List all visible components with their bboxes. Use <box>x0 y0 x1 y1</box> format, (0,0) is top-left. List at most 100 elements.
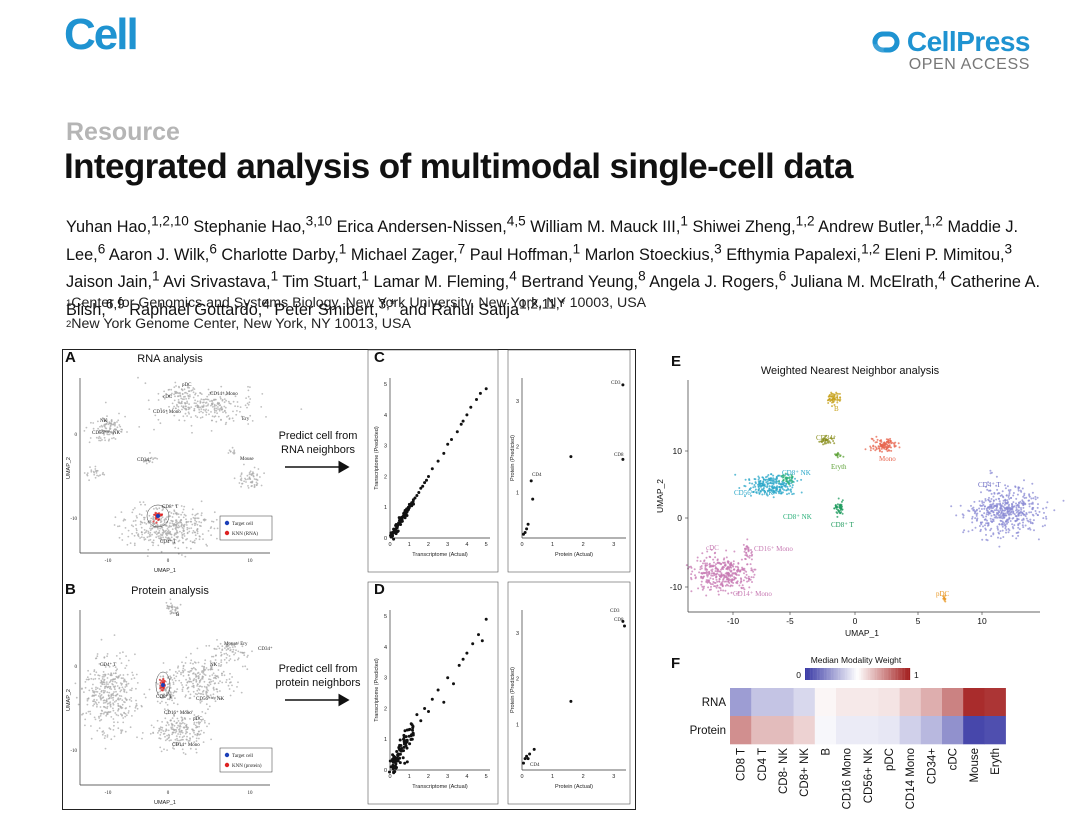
cell-point <box>144 538 147 540</box>
author-name[interactable]: Marlon Stoeckius, <box>584 245 715 264</box>
cell-point <box>171 726 174 728</box>
cell-point <box>176 672 179 674</box>
author-name[interactable]: Charlotte Darby, <box>221 245 339 264</box>
cell-point <box>130 524 133 527</box>
cell-point <box>714 570 717 573</box>
cell-point <box>217 645 219 648</box>
cell-point <box>829 441 832 444</box>
arrow-caption: RNA neighbors <box>281 444 355 456</box>
author-affiliation-sup[interactable]: 3,* <box>378 296 396 312</box>
author-affiliation-sup[interactable]: 1,2 <box>924 214 943 229</box>
cell-point <box>788 479 791 482</box>
author-name[interactable]: Tim Stuart, <box>282 273 362 292</box>
author-name[interactable]: Bertrand Yeung, <box>521 273 639 292</box>
author-affiliation-sup[interactable]: 1,2,10 <box>151 214 189 229</box>
cell-point <box>90 725 92 727</box>
author-name[interactable]: Shiwei Zheng, <box>692 218 796 237</box>
author-name[interactable]: Maddie J. Lee, <box>66 218 1019 264</box>
cell-point <box>175 533 178 535</box>
cell-point <box>176 739 179 742</box>
author-name[interactable]: Raphael Gottardo, <box>129 300 263 319</box>
cell-point <box>195 748 197 751</box>
cell-point <box>133 542 136 545</box>
cell-point <box>192 729 195 732</box>
author-affiliation-sup[interactable]: 1 <box>680 214 688 229</box>
cell-point <box>217 408 220 410</box>
author-affiliation-sup[interactable]: 6,9 <box>105 296 125 312</box>
cell-point <box>163 748 165 751</box>
scatter-point <box>526 522 530 526</box>
author-name[interactable]: Avi Srivastava, <box>163 273 271 292</box>
cell-point <box>710 548 713 551</box>
cell-journal-logo[interactable]: Cell <box>64 10 139 59</box>
author-name[interactable]: Catherine A. Blish, <box>66 273 1040 319</box>
x-axis-label: Protein (Actual) <box>555 784 593 790</box>
cell-point <box>109 703 112 706</box>
author-name[interactable]: Michael Zager, <box>350 245 458 264</box>
cell-point <box>90 470 93 473</box>
author-name[interactable]: Angela J. Rogers, <box>649 273 779 292</box>
cell-point <box>759 490 762 492</box>
author-affiliation-sup[interactable]: 1,2 <box>861 241 880 257</box>
author-affiliation-sup[interactable]: 1 <box>361 268 369 284</box>
cell-cluster <box>155 662 179 711</box>
author-affiliation-sup[interactable]: 4 <box>262 296 270 312</box>
cell-point <box>148 460 151 463</box>
author-affiliation-sup[interactable]: 6 <box>209 241 217 257</box>
author-name[interactable]: Eleni P. Mimitou, <box>884 245 1005 264</box>
author-affiliation-sup[interactable]: 1,2,11,* <box>519 296 565 312</box>
author-affiliation-sup[interactable]: 4 <box>938 268 946 284</box>
cell-point <box>158 737 161 740</box>
cell-point <box>782 474 785 477</box>
author-name[interactable]: Paul Hoffman, <box>469 245 573 264</box>
cell-point <box>773 491 776 493</box>
author-affiliation-sup[interactable]: 1,2 <box>795 214 815 229</box>
author-name[interactable]: Jaison Jain, <box>66 273 152 292</box>
author-affiliation-sup[interactable]: 1 <box>338 241 347 257</box>
cell-point <box>696 556 699 559</box>
author-affiliation-sup[interactable]: 1 <box>572 241 581 257</box>
author-affiliation-sup[interactable]: 8 <box>638 268 646 284</box>
cell-point <box>121 703 124 706</box>
author-name[interactable]: Stephanie Hao, <box>193 218 306 237</box>
cell-point <box>99 706 102 708</box>
cell-point <box>104 439 106 442</box>
author-name[interactable]: Aaron J. Wilk, <box>108 245 210 264</box>
cell-point <box>837 392 839 395</box>
cell-point <box>176 737 178 740</box>
cell-point <box>1026 519 1029 522</box>
author-affiliation-sup[interactable]: 3 <box>1004 241 1013 257</box>
cell-point <box>157 732 159 734</box>
author-name[interactable]: and Rahul Satija <box>399 300 520 319</box>
author-name[interactable]: Lamar M. Fleming, <box>373 273 510 292</box>
cellpress-logo[interactable]: CellPress OPEN ACCESS <box>869 26 1031 74</box>
author-name[interactable]: Erica Andersen-Nissen, <box>336 218 507 237</box>
author-name[interactable]: Yuhan Hao, <box>66 218 152 237</box>
cell-point <box>761 476 764 479</box>
author-affiliation-sup[interactable]: 7 <box>457 241 466 257</box>
cell-point <box>833 399 836 402</box>
cell-point <box>706 564 709 567</box>
author-affiliation-sup[interactable]: 3 <box>714 241 722 257</box>
cell-point <box>234 652 237 654</box>
colorbar-step <box>854 668 856 680</box>
cell-point <box>149 732 152 735</box>
author-affiliation-sup[interactable]: 4 <box>509 268 517 284</box>
author-name[interactable]: Peter Smibert, <box>274 300 379 319</box>
author-name[interactable]: Efthymia Papalexi, <box>726 245 862 264</box>
author-name[interactable]: Andrew Butler, <box>818 218 925 237</box>
author-affiliation-sup[interactable]: 6 <box>778 268 787 284</box>
cell-point <box>97 420 99 423</box>
author-affiliation-sup[interactable]: 3,10 <box>305 214 333 229</box>
author-affiliation-sup[interactable]: 4,5 <box>506 214 526 229</box>
author-name[interactable]: Juliana M. McElrath, <box>790 273 939 292</box>
cell-point <box>122 677 124 680</box>
author-affiliation-sup[interactable]: 6 <box>97 241 106 257</box>
author-affiliation-sup[interactable]: 1 <box>151 268 160 284</box>
author-affiliation-sup[interactable]: 1 <box>270 268 279 284</box>
cell-point <box>196 523 199 526</box>
cell-point <box>255 481 258 484</box>
cell-point <box>975 509 978 512</box>
author-name[interactable]: William M. Mauck III, <box>530 218 681 237</box>
cell-point <box>1024 524 1027 527</box>
